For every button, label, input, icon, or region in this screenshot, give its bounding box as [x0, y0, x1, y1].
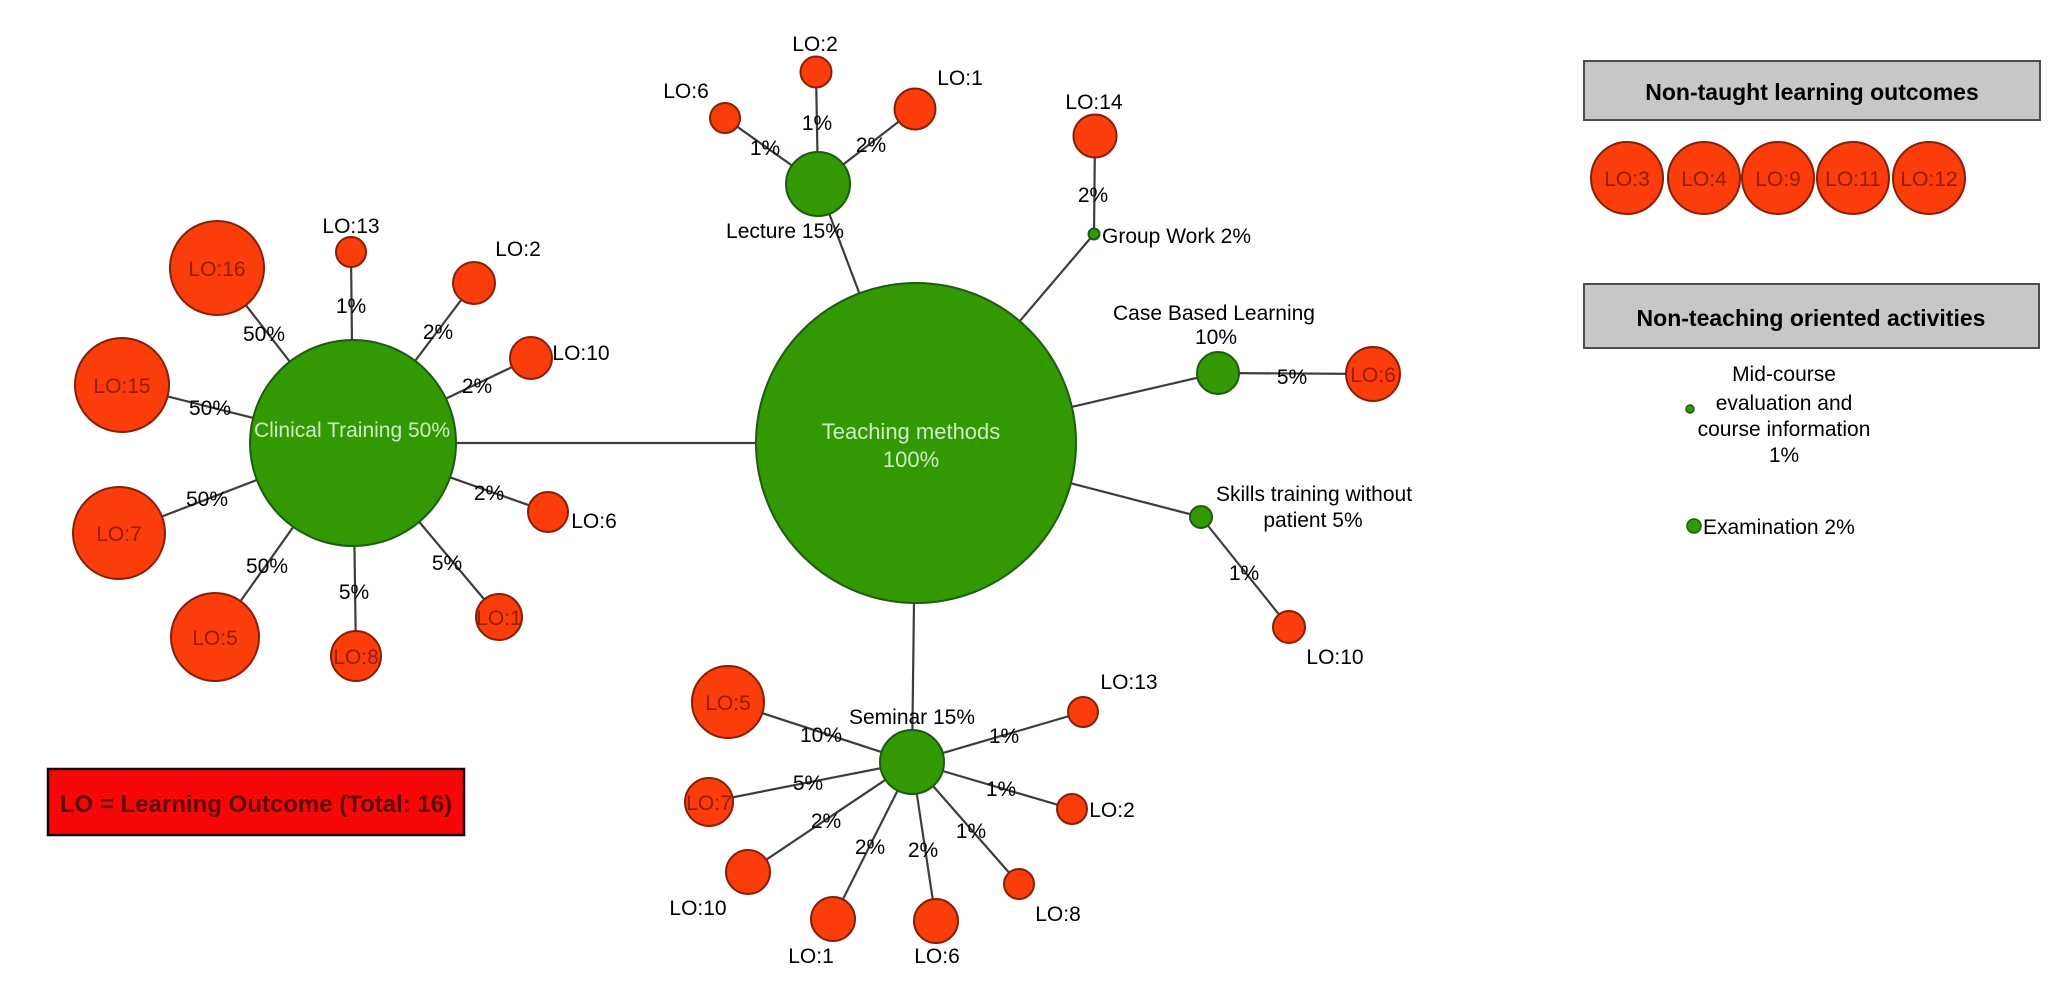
svg-text:1%: 1%	[989, 725, 1019, 748]
svg-text:1%: 1%	[1769, 444, 1799, 467]
svg-text:50%: 50%	[186, 488, 228, 511]
svg-text:LO:6: LO:6	[663, 80, 709, 103]
svg-text:Teaching methods: Teaching methods	[822, 419, 1001, 444]
svg-text:2%: 2%	[474, 482, 504, 505]
svg-text:LO:2: LO:2	[792, 33, 838, 56]
svg-text:5%: 5%	[1277, 366, 1307, 389]
svg-text:Lecture 15%: Lecture 15%	[726, 220, 844, 243]
svg-text:patient 5%: patient 5%	[1263, 509, 1362, 532]
svg-text:LO:10: LO:10	[552, 342, 609, 365]
svg-text:Group Work 2%: Group Work 2%	[1102, 225, 1251, 248]
svg-text:Non-taught learning outcomes: Non-taught learning outcomes	[1645, 79, 1979, 105]
svg-text:LO:2: LO:2	[1089, 799, 1135, 822]
svg-text:LO:10: LO:10	[669, 897, 726, 920]
svg-text:1%: 1%	[336, 295, 366, 318]
svg-text:Clinical Training 50%: Clinical Training 50%	[254, 419, 450, 442]
svg-text:5%: 5%	[432, 552, 462, 575]
svg-text:1%: 1%	[956, 820, 986, 843]
svg-text:5%: 5%	[339, 581, 369, 604]
svg-text:LO:5: LO:5	[705, 692, 751, 715]
svg-text:Examination 2%: Examination 2%	[1703, 516, 1855, 539]
svg-text:1%: 1%	[986, 778, 1016, 801]
svg-text:LO:1: LO:1	[788, 945, 834, 968]
svg-text:5%: 5%	[793, 772, 823, 795]
svg-text:LO:4: LO:4	[1681, 168, 1727, 191]
svg-text:Mid-course: Mid-course	[1732, 363, 1836, 386]
svg-text:LO:10: LO:10	[1306, 646, 1363, 669]
svg-text:LO:7: LO:7	[96, 523, 142, 546]
svg-text:LO = Learning Outcome (Total:: LO = Learning Outcome (Total: 16)	[60, 791, 452, 818]
svg-text:50%: 50%	[189, 397, 231, 420]
svg-text:2%: 2%	[856, 134, 886, 157]
svg-text:course information: course information	[1698, 418, 1871, 441]
svg-text:2%: 2%	[908, 839, 938, 862]
svg-text:LO:8: LO:8	[333, 646, 379, 669]
svg-text:2%: 2%	[1078, 184, 1108, 207]
svg-text:1%: 1%	[750, 137, 780, 160]
svg-text:100%: 100%	[883, 447, 939, 472]
svg-text:Seminar 15%: Seminar 15%	[849, 706, 975, 729]
svg-text:LO:3: LO:3	[1604, 168, 1650, 191]
svg-text:LO:12: LO:12	[1900, 168, 1957, 191]
svg-text:LO:6: LO:6	[1350, 364, 1396, 387]
svg-text:LO:1: LO:1	[476, 607, 522, 630]
svg-text:LO:14: LO:14	[1065, 91, 1123, 114]
svg-text:LO:2: LO:2	[495, 238, 541, 261]
svg-text:50%: 50%	[243, 323, 285, 346]
svg-text:LO:6: LO:6	[914, 945, 960, 968]
svg-text:1%: 1%	[1229, 562, 1259, 585]
svg-text:LO:13: LO:13	[1100, 671, 1157, 694]
svg-text:LO:15: LO:15	[93, 375, 150, 398]
svg-text:evaluation and: evaluation and	[1716, 392, 1853, 415]
svg-text:Case Based Learning: Case Based Learning	[1113, 302, 1315, 325]
svg-text:LO:9: LO:9	[1755, 168, 1801, 191]
svg-text:LO:7: LO:7	[686, 792, 732, 815]
svg-text:Non-teaching oriented activiti: Non-teaching oriented activities	[1637, 305, 1986, 331]
svg-text:LO:8: LO:8	[1035, 903, 1081, 926]
svg-text:LO:16: LO:16	[188, 258, 245, 281]
svg-text:LO:1: LO:1	[937, 67, 983, 90]
svg-text:10%: 10%	[1195, 326, 1237, 349]
svg-text:50%: 50%	[246, 555, 288, 578]
svg-text:Skills training without: Skills training without	[1216, 483, 1412, 506]
svg-text:LO:13: LO:13	[322, 215, 379, 238]
svg-text:2%: 2%	[855, 836, 885, 859]
svg-text:2%: 2%	[423, 321, 453, 344]
svg-text:LO:6: LO:6	[571, 510, 617, 533]
svg-text:10%: 10%	[800, 724, 842, 747]
svg-text:2%: 2%	[462, 375, 492, 398]
svg-text:LO:5: LO:5	[192, 627, 238, 650]
svg-text:LO:11: LO:11	[1825, 168, 1881, 191]
svg-text:2%: 2%	[811, 810, 841, 833]
svg-text:1%: 1%	[802, 112, 832, 135]
